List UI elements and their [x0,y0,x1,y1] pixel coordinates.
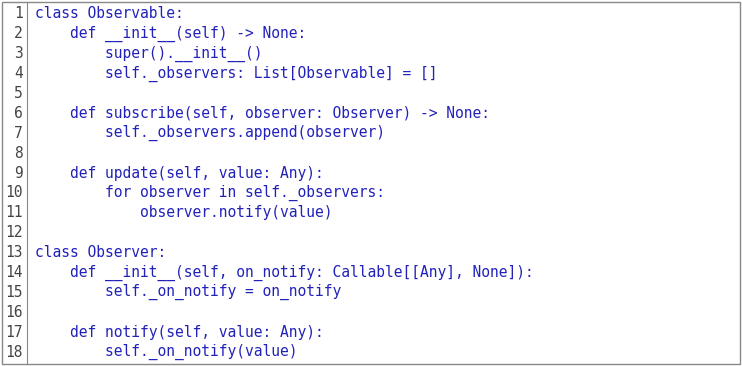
Text: 7: 7 [14,126,23,141]
Text: 2: 2 [14,26,23,41]
Text: 1: 1 [14,7,23,22]
Text: 9: 9 [14,165,23,180]
Text: observer.notify(value): observer.notify(value) [35,205,332,220]
Text: 5: 5 [14,86,23,101]
Text: super().__init__(): super().__init__() [35,46,263,62]
Text: 11: 11 [5,205,23,220]
Text: def notify(self, value: Any):: def notify(self, value: Any): [35,325,324,340]
Text: 3: 3 [14,46,23,61]
Text: def __init__(self, on_notify: Callable[[Any], None]):: def __init__(self, on_notify: Callable[[… [35,264,533,281]
Text: 4: 4 [14,66,23,81]
Text: 16: 16 [5,305,23,320]
Text: 17: 17 [5,325,23,340]
Text: 13: 13 [5,245,23,260]
Text: 8: 8 [14,146,23,161]
Text: 18: 18 [5,344,23,359]
Text: self._on_notify(value): self._on_notify(value) [35,344,298,360]
Text: 12: 12 [5,225,23,240]
Text: def __init__(self) -> None:: def __init__(self) -> None: [35,26,306,42]
Text: self._observers.append(observer): self._observers.append(observer) [35,125,385,141]
Text: 6: 6 [14,106,23,121]
Text: class Observer:: class Observer: [35,245,166,260]
Text: for observer in self._observers:: for observer in self._observers: [35,185,385,201]
Text: def update(self, value: Any):: def update(self, value: Any): [35,165,324,180]
Text: 14: 14 [5,265,23,280]
Text: def subscribe(self, observer: Observer) -> None:: def subscribe(self, observer: Observer) … [35,106,490,121]
Text: class Observable:: class Observable: [35,7,184,22]
Text: self._observers: List[Observable] = []: self._observers: List[Observable] = [] [35,66,438,82]
Text: self._on_notify = on_notify: self._on_notify = on_notify [35,284,341,300]
Text: 15: 15 [5,285,23,300]
Text: 10: 10 [5,186,23,201]
